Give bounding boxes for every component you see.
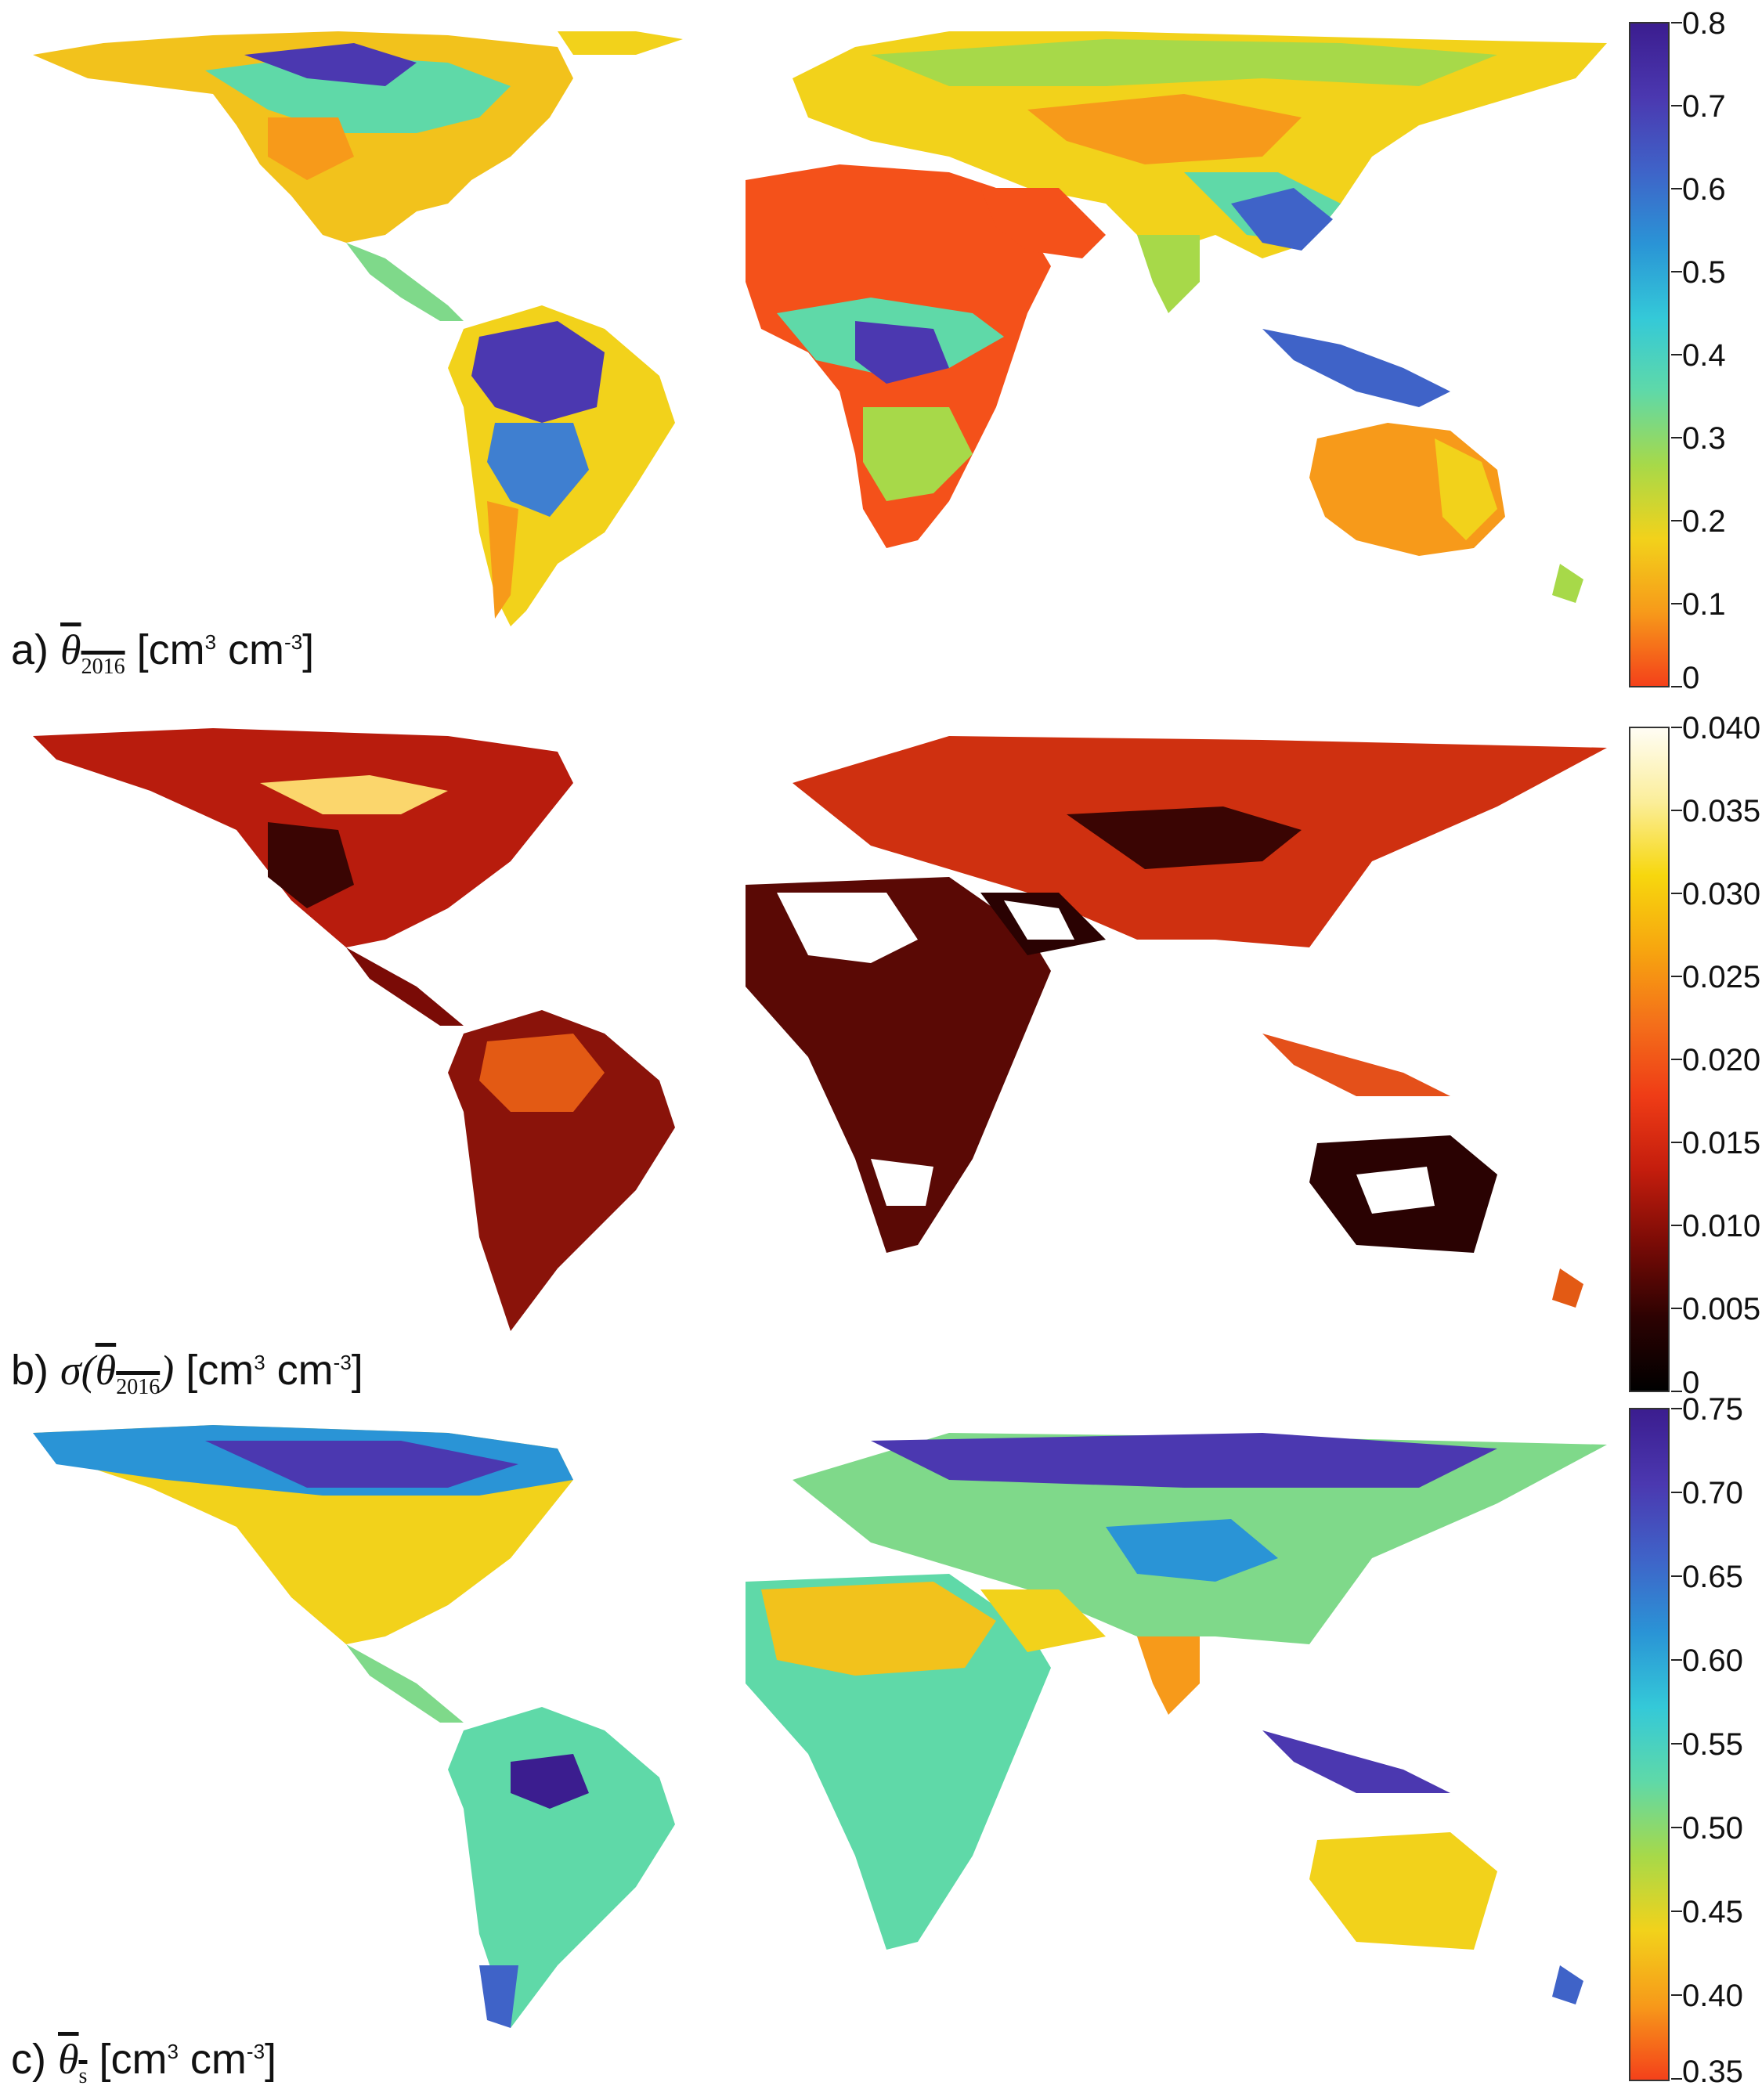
tick-label: 0.1 <box>1682 587 1726 622</box>
panel-a-label: a) θ2016 [cm3 cm-3] <box>11 626 314 691</box>
tick-label: 0 <box>1682 1366 1700 1400</box>
tick-label: 0.65 <box>1682 1560 1743 1594</box>
tick-label: 0.040 <box>1682 711 1761 745</box>
map-panel-b <box>33 728 1607 1331</box>
map-panel-c <box>33 1425 1607 2028</box>
tick-label: 0.025 <box>1682 960 1761 994</box>
continents-a <box>33 31 1607 626</box>
tick-label: 0.035 <box>1682 794 1761 828</box>
panel-b-prefix: b) <box>11 1347 49 1394</box>
unit: [cm3 cm-3] <box>136 626 315 673</box>
se-asia <box>1262 329 1450 407</box>
tick-label: 0.8 <box>1682 6 1726 41</box>
tick-label: 0.2 <box>1682 504 1726 539</box>
theta-s-symbol: θs <box>58 2036 88 2088</box>
unit: [cm3 cm-3] <box>99 2036 277 2083</box>
tick-label: 0.6 <box>1682 172 1726 207</box>
greenland <box>558 31 683 55</box>
panel-c-label: c) θs [cm3 cm-3] <box>11 2036 276 2100</box>
tick-label: 0.4 <box>1682 338 1726 373</box>
new-zealand <box>1552 564 1583 603</box>
tick-label: 0.3 <box>1682 421 1726 456</box>
continents-b <box>33 728 1607 1331</box>
tick-label: 0.35 <box>1682 2055 1743 2089</box>
continents-c <box>33 1425 1607 2028</box>
unit: [cm3 cm-3] <box>186 1347 363 1394</box>
tick-label: 0.70 <box>1682 1476 1743 1510</box>
tick-label: 0.020 <box>1682 1043 1761 1077</box>
tick-label: 0.45 <box>1682 1895 1743 1929</box>
tick-label: 0.75 <box>1682 1392 1743 1427</box>
india <box>1137 235 1200 313</box>
tick-label: 0.50 <box>1682 1811 1743 1846</box>
tick-label: 0.40 <box>1682 1979 1743 2013</box>
panel-a-prefix: a) <box>11 626 49 673</box>
tick-label: 0 <box>1682 661 1700 695</box>
tick-label: 0.015 <box>1682 1126 1761 1160</box>
tick-label: 0.7 <box>1682 89 1726 124</box>
panel-c-prefix: c) <box>11 2036 46 2083</box>
central-america <box>346 243 464 321</box>
tick-label: 0.005 <box>1682 1292 1761 1326</box>
panel-c: 0.75 0.70 0.65 0.60 0.55 0.50 0.45 0.40 … <box>0 1394 1762 2091</box>
arabia <box>980 188 1106 258</box>
tick-label: 0.60 <box>1682 1644 1743 1678</box>
tick-label: 0.55 <box>1682 1727 1743 1762</box>
colorbar-b <box>1629 727 1670 1392</box>
panel-b-label: b) σ(θ2016) [cm3 cm-3] <box>11 1347 363 1411</box>
colorbar-c <box>1629 1408 1670 2081</box>
colorbar-a <box>1629 22 1670 687</box>
panel-a: 0.8 0.7 0.6 0.5 0.4 0.3 0.2 0.1 0 a) θ20… <box>0 0 1762 694</box>
tick-label: 0.010 <box>1682 1209 1761 1243</box>
tick-label: 0.030 <box>1682 877 1761 911</box>
sigma-theta-symbol: σ(θ2016) <box>60 1347 175 1399</box>
tick-label: 0.5 <box>1682 255 1726 290</box>
panel-b: 0.040 0.035 0.030 0.025 0.020 0.015 0.01… <box>0 705 1762 1399</box>
map-panel-a <box>33 31 1607 626</box>
theta-symbol: θ2016 <box>60 626 125 679</box>
